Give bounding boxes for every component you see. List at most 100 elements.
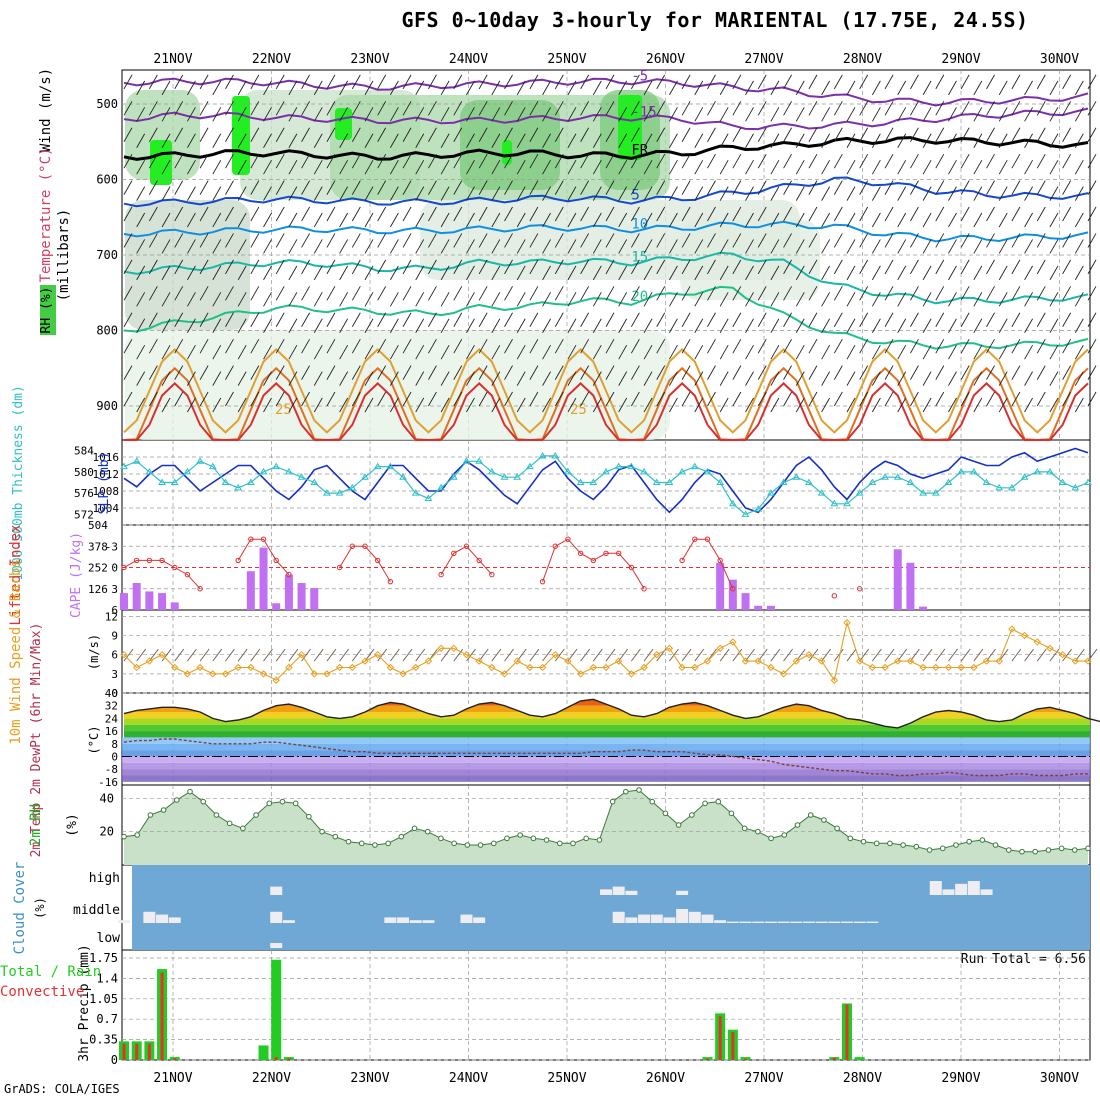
wind-barb — [187, 159, 196, 175]
thickness-point — [741, 510, 750, 517]
wind-barb — [719, 107, 729, 122]
wind-barb — [770, 133, 780, 148]
wind-barb — [288, 397, 298, 413]
wind-barb — [1036, 74, 1046, 90]
wind-barb — [808, 648, 819, 662]
wind-barb — [986, 312, 995, 327]
wind-barb — [161, 107, 171, 122]
wind-speed-point — [412, 663, 420, 672]
wind-barb — [998, 344, 1008, 360]
wind-barb — [237, 397, 247, 413]
thickness-point — [323, 489, 331, 496]
wind-barb — [948, 318, 957, 333]
thickness-point — [678, 467, 686, 475]
temp-band — [122, 769, 1090, 776]
cloud-block — [676, 890, 689, 895]
wind-barb — [757, 391, 767, 407]
wind-barb — [948, 344, 957, 360]
wind-barb — [884, 74, 894, 90]
wind-barb — [770, 371, 780, 386]
chart-title: GFS 0~10day 3-hourly for MARIENTAL (17.7… — [401, 8, 1029, 32]
wind-barb — [795, 133, 805, 148]
wind-barb — [783, 206, 792, 222]
wind-barb — [910, 101, 919, 116]
y-tick-label-slp: 1012 — [93, 468, 120, 481]
wind-barb — [745, 318, 754, 333]
wind-barb — [1036, 180, 1046, 195]
wind-barb — [859, 180, 869, 195]
wind-barb — [973, 397, 983, 413]
rh-point — [1085, 845, 1091, 852]
thickness-point — [703, 467, 712, 475]
thickness-point — [1033, 467, 1042, 475]
wind-barb — [897, 292, 907, 307]
thickness-point — [906, 478, 915, 485]
wind-barb — [453, 259, 463, 275]
wind-barb — [745, 212, 754, 228]
y-tick-label: 6 — [111, 649, 118, 662]
wind-barb — [326, 338, 336, 354]
wind-barb — [123, 365, 133, 380]
wind-barb — [364, 265, 374, 281]
thickness-point — [551, 451, 560, 459]
wind-barb — [390, 648, 400, 662]
wind-barb — [580, 180, 590, 195]
wind-barb — [351, 127, 361, 142]
wind-barb — [795, 371, 805, 386]
thickness-line — [123, 455, 1089, 516]
wind-barb — [225, 312, 234, 327]
rh-point — [358, 840, 365, 847]
wind-barb — [783, 365, 792, 380]
wind-barb — [504, 233, 513, 248]
wind-barb — [859, 312, 869, 327]
wind-barb — [364, 397, 374, 413]
y-tick-label-thickness: 584 — [74, 445, 94, 458]
wind-barb — [618, 292, 628, 307]
wind-barb — [580, 74, 590, 90]
wind-speed-point — [830, 676, 839, 684]
wind-barb — [745, 371, 754, 386]
wind-barb — [136, 344, 146, 360]
y-tick-label-slp: 1004 — [93, 502, 120, 515]
y-tick-label: 1.75 — [89, 951, 118, 965]
wind-barb — [491, 371, 501, 386]
wind-barb — [795, 186, 805, 201]
cloud-block — [612, 886, 625, 895]
ylabel-cloud: Cloud Cover — [12, 862, 28, 955]
thickness-point — [792, 473, 801, 480]
precip-convective-bar — [147, 1043, 151, 1060]
wind-barb — [605, 648, 616, 662]
cloud-block — [638, 914, 651, 923]
rh-point — [213, 812, 220, 818]
thickness-point — [234, 483, 243, 491]
slp-line — [123, 447, 1089, 514]
wind-barb — [148, 127, 158, 142]
wind-barb — [301, 74, 310, 90]
wind-barb — [631, 648, 641, 662]
wind-barb — [428, 180, 437, 195]
wind-barb — [618, 265, 628, 281]
lifted-index-line — [440, 545, 493, 575]
wind-barb — [542, 371, 551, 386]
thickness-point — [221, 478, 230, 485]
wind-speed-point — [437, 644, 445, 653]
precip-convective-bar — [731, 1032, 735, 1060]
wind-barb — [643, 371, 653, 386]
lifted-index-point — [387, 578, 394, 585]
temperature-contour — [123, 285, 1089, 350]
wind-barb — [681, 233, 691, 248]
thickness-point — [500, 473, 509, 480]
wind-barb — [516, 80, 526, 96]
wind-barb — [948, 133, 957, 148]
wind-barb — [656, 206, 666, 222]
wind-barb — [935, 286, 945, 301]
bottom-date-label: 30NOV — [1040, 1071, 1079, 1086]
wind-barb — [301, 180, 310, 195]
wind-barb — [694, 186, 704, 201]
wind-barb — [960, 127, 970, 142]
wind-barb — [187, 80, 196, 96]
wind-barb — [136, 397, 146, 413]
thickness-point — [487, 467, 496, 475]
wind-barb — [440, 159, 450, 175]
cloud-block — [143, 911, 156, 923]
